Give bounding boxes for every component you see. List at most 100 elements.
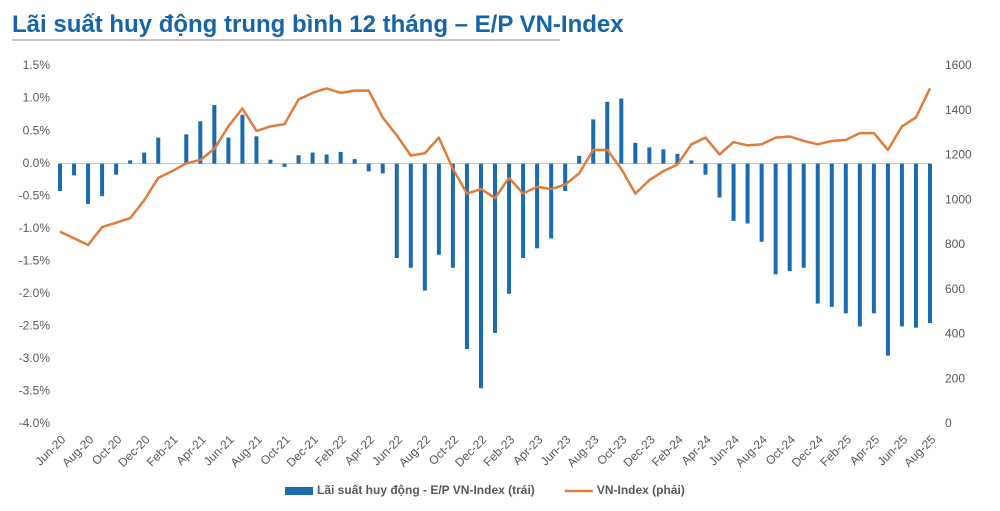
y-tick-label: 0.0% [23,156,51,170]
y-tick-label: -1.5% [19,253,51,267]
bar [871,163,876,314]
y2-tick-label: 400 [945,327,965,341]
bar [198,121,203,164]
bar [577,155,582,164]
bar [549,163,554,239]
bar [591,119,596,164]
bar [731,163,736,221]
legend-swatch [285,487,313,495]
x-tick-label: Dec-21 [284,432,321,469]
bar [422,163,427,291]
x-tick-label: Apr-25 [847,432,883,468]
bar [801,163,806,268]
x-tick-label: Dec-20 [115,432,152,469]
bar [605,101,610,164]
bar [310,152,315,164]
bar [436,163,441,255]
x-tick-label: Aug-22 [396,432,433,469]
bar [296,155,301,164]
y2-tick-label: 1600 [945,58,972,72]
bar [619,98,624,164]
bar [128,160,133,164]
bar [72,163,77,176]
bar [58,163,62,191]
bar [913,163,918,328]
y2-tick-label: 600 [945,282,965,296]
y-tick-label: -0.5% [19,188,51,202]
bar [450,163,455,268]
bar [394,163,399,259]
legend-label: Lãi suất huy động - E/P VN-Index (trái) [317,483,535,497]
x-tick-label: Feb-24 [649,432,686,469]
y2-tick-label: 1200 [945,148,972,162]
bar [703,163,708,175]
x-tick-label: Apr-23 [510,432,546,468]
bar [815,163,820,304]
bar [717,163,722,198]
x-tick-label: Dec-22 [452,432,489,469]
x-tick-label: Aug-20 [59,432,96,469]
line [59,87,932,247]
bar [843,163,848,314]
bar [366,163,371,172]
bar [268,159,273,164]
y2-tick-label: 0 [945,416,952,430]
y2-tick-label: 1000 [945,192,972,206]
bar [282,163,287,167]
bar [184,134,189,164]
bar [661,149,666,164]
bar [493,163,497,333]
bar [142,152,147,164]
y-tick-label: -2.0% [19,286,51,300]
x-tick-label: Apr-21 [173,432,209,468]
bar [352,159,357,164]
x-tick-label: Apr-24 [678,432,714,468]
chart-title: Lãi suất huy động trung bình 12 tháng – … [12,11,624,38]
y-tick-label: -3.5% [19,384,51,398]
y2-tick-label: 800 [945,237,965,251]
x-tick-label: Feb-23 [481,432,518,469]
bar [563,163,568,191]
bar [535,163,540,249]
x-tick-label: Dec-24 [789,432,826,469]
bar [86,163,91,204]
x-tick-label: Apr-22 [342,432,378,468]
x-tick-label: Feb-21 [144,432,181,469]
y-tick-label: -4.0% [19,416,51,430]
bar [745,163,750,224]
bar [114,163,119,175]
x-tick-label: Aug-23 [564,432,601,469]
legend-label: VN-Index (phải) [597,483,685,497]
y2-tick-label: 200 [945,371,965,385]
bar [226,137,231,164]
y-tick-label: -1.0% [19,221,51,235]
x-tick-label: Aug-25 [901,432,938,469]
x-tick-label: Feb-25 [817,432,854,469]
bar [521,163,526,259]
y-tick-label: -2.5% [19,319,51,333]
bar [254,136,259,164]
y-tick-label: 1.0% [23,91,51,105]
bar [324,154,329,164]
bar [689,160,694,164]
x-tick-label: Aug-24 [733,432,770,469]
bar [647,147,652,164]
y-tick-label: 1.5% [23,58,51,72]
x-tick-label: Feb-22 [312,432,349,469]
bar [100,163,105,197]
bar [885,163,890,356]
bar [773,163,778,275]
bar [212,105,217,164]
bar [928,163,932,324]
bar [899,163,904,327]
bar [507,163,512,294]
bar [240,114,245,164]
y-tick-label: 0.5% [23,123,51,137]
bar [675,153,680,164]
bar [633,142,638,164]
bar [787,163,792,272]
bar [478,163,483,389]
bar [380,163,385,174]
bar [338,151,343,164]
